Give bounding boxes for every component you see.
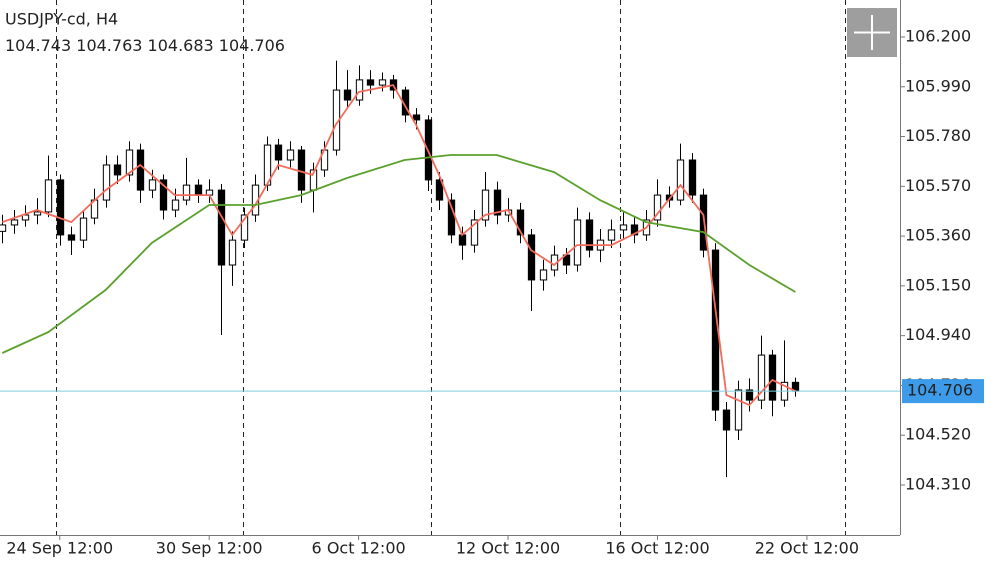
- x-tick-label: 22 Oct 12:00: [755, 539, 859, 558]
- candle-body: [274, 144, 283, 161]
- candle-body: [458, 234, 467, 246]
- y-tick-label: 105.150: [905, 275, 971, 294]
- candle-body: [113, 164, 122, 176]
- candle-body: [217, 189, 226, 266]
- candle-body: [412, 114, 421, 121]
- y-tick-label: 105.570: [905, 176, 971, 195]
- candle-body: [171, 199, 180, 211]
- y-tick-label: 104.940: [905, 325, 971, 344]
- candle-body: [653, 194, 662, 221]
- candle-body: [470, 219, 479, 246]
- candle-body: [56, 179, 65, 236]
- x-tick-label: 24 Sep 12:00: [6, 539, 113, 558]
- candle-body: [378, 79, 387, 86]
- candle-body: [676, 159, 685, 201]
- candle-body: [286, 149, 295, 161]
- x-tick-label: 16 Oct 12:00: [605, 539, 709, 558]
- candle-body: [228, 239, 237, 266]
- y-tick-label: 104.310: [905, 474, 971, 493]
- moving-average: [2, 84, 796, 407]
- candle-body: [10, 219, 19, 226]
- candle-body: [688, 159, 697, 196]
- candle-body: [194, 184, 203, 196]
- x-tick-label: 12 Oct 12:00: [456, 539, 560, 558]
- candle-body: [44, 179, 53, 213]
- high-value: 104.763: [76, 36, 142, 55]
- candle-body: [33, 211, 42, 216]
- candle-body: [527, 234, 536, 281]
- candle-body: [768, 354, 777, 401]
- y-tick-label: 106.200: [905, 26, 971, 45]
- candle-body: [607, 229, 616, 241]
- candle-body: [79, 217, 88, 241]
- chart-title: USDJPY-cd, H4: [5, 10, 118, 29]
- candle-body: [125, 149, 134, 176]
- candle-body: [366, 79, 375, 86]
- candle-body: [745, 389, 754, 401]
- y-tick-label: 105.990: [905, 76, 971, 95]
- x-tick-label: 30 Sep 12:00: [156, 539, 263, 558]
- candle-body: [343, 89, 352, 101]
- candle-body: [182, 184, 191, 201]
- candle-body: [102, 164, 111, 201]
- moving-average: [1, 154, 796, 354]
- candle-body: [757, 354, 766, 401]
- ohlc-readout: 104.743 104.763 104.683 104.706: [5, 36, 285, 55]
- y-tick-label: 104.520: [905, 425, 971, 444]
- candle-body: [355, 79, 364, 101]
- open-value: 104.743: [5, 36, 71, 55]
- candle-body: [493, 189, 502, 216]
- candle-body: [516, 209, 525, 236]
- current-price-badge: [902, 379, 984, 404]
- candle-body: [159, 179, 168, 211]
- candle-body: [0, 224, 7, 232]
- candle-body: [539, 269, 548, 281]
- candle-body: [136, 149, 145, 191]
- candle-body: [481, 189, 490, 221]
- plot: [0, 0, 900, 535]
- candle-body: [240, 214, 249, 241]
- candle-body: [573, 219, 582, 266]
- candle-body: [734, 389, 743, 431]
- candle-body: [435, 179, 444, 201]
- y-tick-label: 105.780: [905, 126, 971, 145]
- close-value: 104.706: [219, 36, 285, 55]
- crosshair-button[interactable]: [847, 8, 897, 57]
- x-tick-label: 6 Oct 12:00: [312, 539, 406, 558]
- candle-body: [67, 234, 76, 241]
- current-price-label: 104.706: [907, 381, 973, 400]
- y-tick-label: 105.360: [905, 226, 971, 245]
- candle-body: [585, 219, 594, 251]
- candle-body: [21, 214, 30, 221]
- candle-body: [297, 149, 306, 191]
- candle-body: [630, 224, 639, 236]
- candle-body: [148, 179, 157, 191]
- candle-body: [619, 224, 628, 231]
- candle-body: [722, 409, 731, 431]
- low-value: 104.683: [148, 36, 214, 55]
